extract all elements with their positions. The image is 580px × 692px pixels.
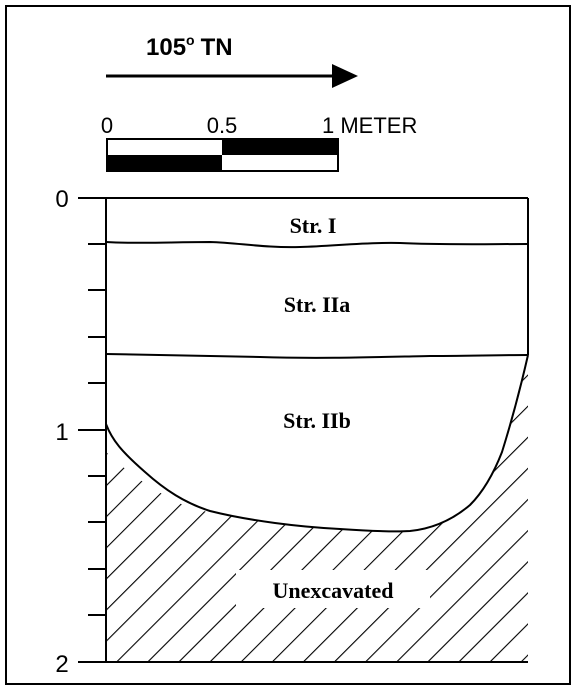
label-str-1: Str. I [290, 213, 337, 238]
scale-bar: 0 0.5 1 METER [101, 113, 417, 172]
boundary-str1-str2a [105, 240, 529, 249]
excavation-floor [105, 354, 529, 533]
label-unexcavated: Unexcavated [273, 578, 394, 603]
label-str-2b: Str. IIb [283, 408, 351, 433]
scale-tick-0: 0 [101, 113, 113, 138]
depth-axis: 0 1 2 [55, 186, 107, 678]
depth-label-0: 0 [55, 186, 68, 213]
orientation-arrow [106, 64, 358, 88]
scale-tick-half: 0.5 [207, 113, 238, 138]
label-str-2a: Str. IIa [284, 292, 350, 317]
unexcavated-label-bg [236, 570, 430, 608]
depth-label-1: 1 [55, 419, 68, 446]
scale-tick-1-meter: 1 METER [322, 113, 417, 138]
boundary-str2a-str2b [105, 353, 529, 359]
orientation-label: 105o TN [146, 32, 233, 61]
depth-label-2: 2 [55, 651, 68, 678]
